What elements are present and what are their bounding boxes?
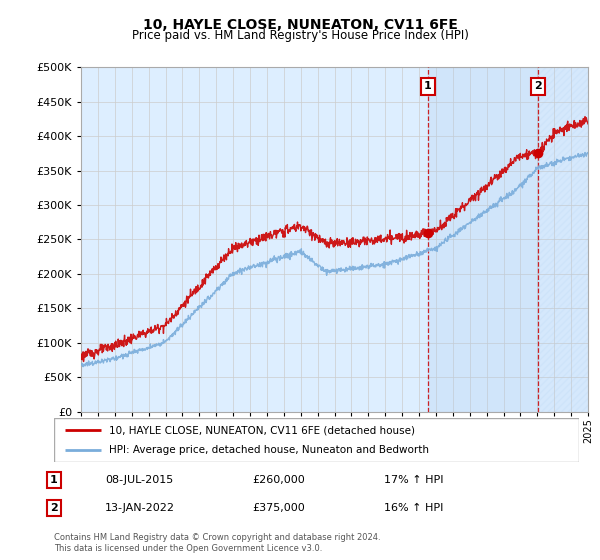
Text: 08-JUL-2015: 08-JUL-2015 <box>105 475 173 485</box>
Text: 16% ↑ HPI: 16% ↑ HPI <box>384 503 443 513</box>
Text: 1: 1 <box>424 82 431 91</box>
Bar <box>538 67 588 412</box>
Text: Contains HM Land Registry data © Crown copyright and database right 2024.
This d: Contains HM Land Registry data © Crown c… <box>54 533 380 553</box>
Text: 2: 2 <box>50 503 58 513</box>
Text: 10, HAYLE CLOSE, NUNEATON, CV11 6FE (detached house): 10, HAYLE CLOSE, NUNEATON, CV11 6FE (det… <box>109 425 415 435</box>
Text: HPI: Average price, detached house, Nuneaton and Bedworth: HPI: Average price, detached house, Nune… <box>109 445 429 455</box>
Text: £260,000: £260,000 <box>252 475 305 485</box>
Text: 17% ↑ HPI: 17% ↑ HPI <box>384 475 443 485</box>
Text: 10, HAYLE CLOSE, NUNEATON, CV11 6FE: 10, HAYLE CLOSE, NUNEATON, CV11 6FE <box>143 18 457 32</box>
Text: 1: 1 <box>50 475 58 485</box>
Text: 13-JAN-2022: 13-JAN-2022 <box>105 503 175 513</box>
Text: Price paid vs. HM Land Registry's House Price Index (HPI): Price paid vs. HM Land Registry's House … <box>131 29 469 42</box>
Text: 2: 2 <box>534 82 542 91</box>
Text: £375,000: £375,000 <box>252 503 305 513</box>
Bar <box>428 67 538 412</box>
